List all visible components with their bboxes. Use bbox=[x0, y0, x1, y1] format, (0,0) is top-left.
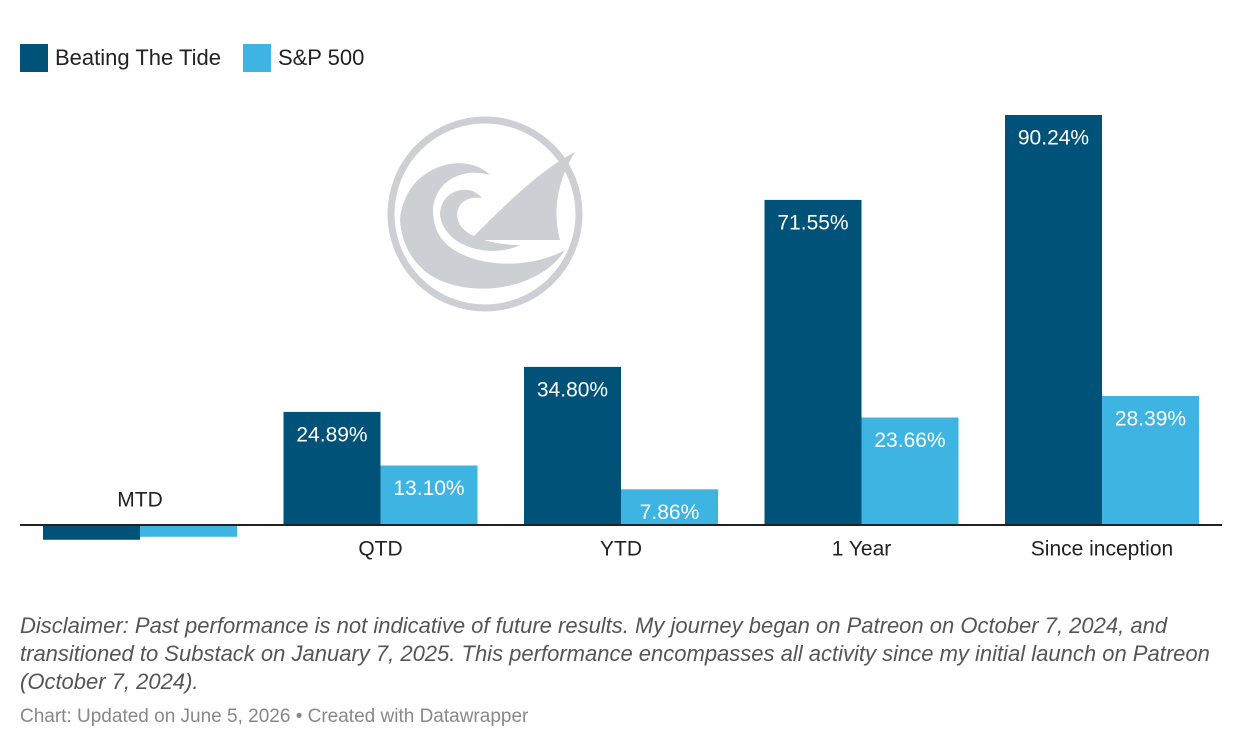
value-label: 90.24% bbox=[1018, 127, 1089, 150]
bar bbox=[861, 417, 959, 525]
value-label: 34.80% bbox=[537, 378, 608, 401]
legend-label: Beating The Tide bbox=[55, 45, 221, 70]
legend-swatch bbox=[242, 44, 271, 72]
logo bbox=[387, 116, 583, 312]
legend-label: S&P 500 bbox=[277, 45, 365, 70]
x-tick-label: 1 Year bbox=[832, 538, 892, 561]
disclaimer: Disclaimer: Past performance is not indi… bbox=[20, 613, 1210, 694]
bar bbox=[524, 366, 621, 525]
legend: Beating The Tide S&P 500 bbox=[20, 44, 364, 72]
bar bbox=[764, 199, 862, 526]
value-label: −2.59% bbox=[153, 505, 225, 528]
bar bbox=[1005, 115, 1102, 525]
legend-item: Beating The Tide bbox=[20, 44, 221, 72]
bar bbox=[380, 465, 478, 525]
value-label: 7.86% bbox=[640, 501, 700, 524]
bar bbox=[621, 489, 718, 525]
bar bbox=[140, 525, 237, 537]
bar bbox=[283, 411, 381, 525]
x-tick-label: YTD bbox=[600, 538, 642, 561]
legend-item: S&P 500 bbox=[242, 44, 365, 72]
value-label: 28.39% bbox=[1115, 408, 1186, 431]
x-tick-label: MTD bbox=[117, 489, 163, 512]
bar bbox=[1102, 396, 1199, 525]
value-label: 13.10% bbox=[393, 477, 464, 500]
chart: −3.25% −2.59%MTD 24.89% 13.10% QTD 34.80% 7.86… bbox=[20, 115, 1222, 561]
x-tick-label: Since inception bbox=[1031, 538, 1173, 561]
value-label: 71.55% bbox=[777, 211, 848, 234]
bar bbox=[43, 525, 140, 540]
value-label: −3.25% bbox=[56, 505, 128, 528]
x-tick-label: QTD bbox=[358, 538, 402, 561]
legend-swatch bbox=[20, 44, 48, 72]
credit: Chart: Updated on June 5, 2026 • Created… bbox=[20, 706, 529, 727]
value-label: 23.66% bbox=[874, 429, 945, 452]
value-label: 24.89% bbox=[296, 423, 367, 446]
